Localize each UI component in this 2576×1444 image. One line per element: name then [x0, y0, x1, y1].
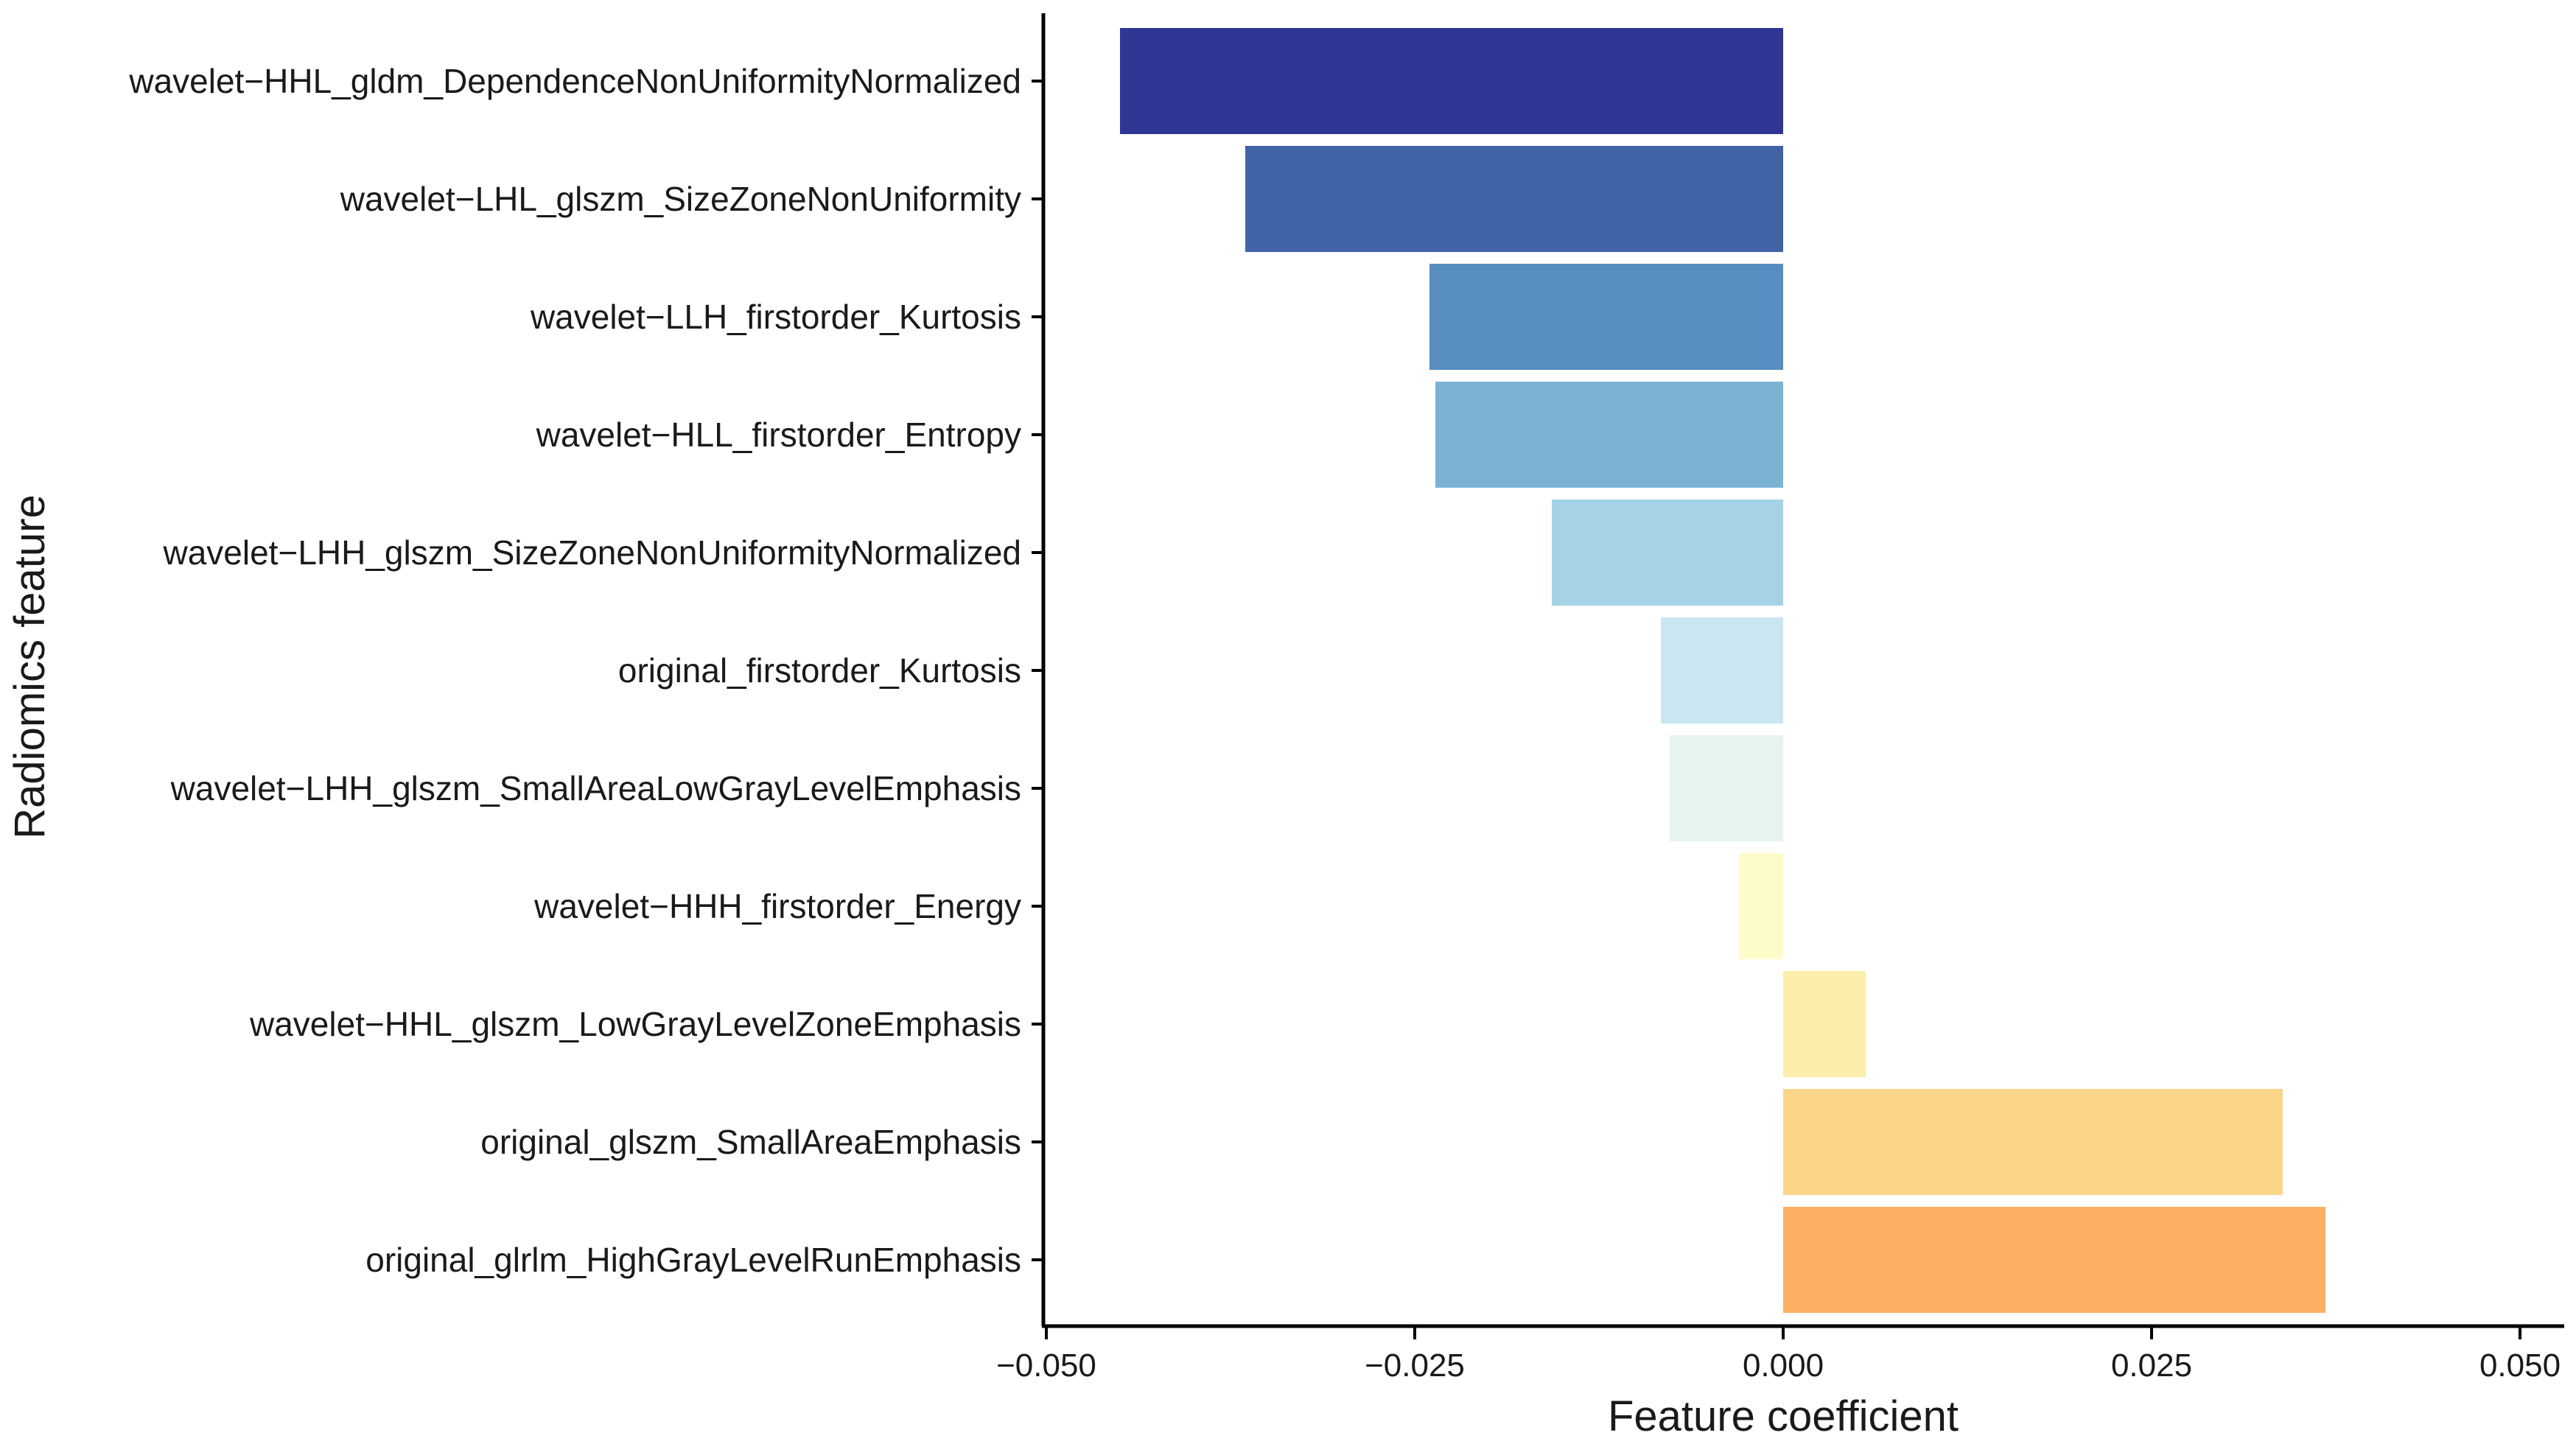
category-label: wavelet−LHH_glszm_SmallAreaLowGrayLevelE… — [170, 769, 1021, 807]
x-tick-label: 0.025 — [2111, 1347, 2192, 1384]
category-label: wavelet−HHH_firstorder_Energy — [533, 887, 1021, 925]
x-tick-label: 0.050 — [2479, 1347, 2561, 1384]
category-labels: wavelet−HHL_gldm_DependenceNonUniformity… — [128, 62, 1043, 1279]
bar — [1670, 735, 1783, 841]
bar — [1783, 971, 1866, 1077]
category-label: wavelet−HHL_gldm_DependenceNonUniformity… — [128, 62, 1021, 100]
y-axis-title: Radiomics feature — [6, 494, 54, 838]
x-tick-label: 0.000 — [1743, 1347, 1824, 1384]
category-label: original_firstorder_Kurtosis — [618, 651, 1021, 690]
category-label: wavelet−LLH_firstorder_Kurtosis — [530, 298, 1021, 336]
x-axis-ticks: −0.050 −0.025 0.000 0.025 0.050 — [996, 1326, 2561, 1384]
category-label: wavelet−HHL_glszm_LowGrayLevelZoneEmphas… — [249, 1005, 1021, 1043]
bar — [1661, 617, 1783, 723]
bar — [1783, 1089, 2283, 1195]
bar — [1245, 146, 1783, 252]
category-label: wavelet−HLL_firstorder_Entropy — [536, 416, 1021, 454]
bars-layer — [1120, 28, 2325, 1313]
bar — [1429, 264, 1783, 370]
bar — [1552, 500, 1783, 606]
x-tick-label: −0.025 — [1365, 1347, 1465, 1384]
x-tick-label: −0.050 — [996, 1347, 1096, 1384]
bar — [1120, 28, 1783, 134]
bar — [1435, 382, 1783, 488]
x-axis-title: Feature coefficient — [1608, 1392, 1959, 1440]
category-label: original_glszm_SmallAreaEmphasis — [480, 1123, 1021, 1161]
category-label: wavelet−LHL_glszm_SizeZoneNonUniformity — [340, 180, 1021, 218]
category-label: original_glrlm_HighGrayLevelRunEmphasis — [365, 1241, 1021, 1279]
bar — [1739, 853, 1783, 959]
category-label: wavelet−LHH_glszm_SizeZoneNonUniformityN… — [162, 533, 1021, 572]
bar — [1783, 1207, 2325, 1313]
